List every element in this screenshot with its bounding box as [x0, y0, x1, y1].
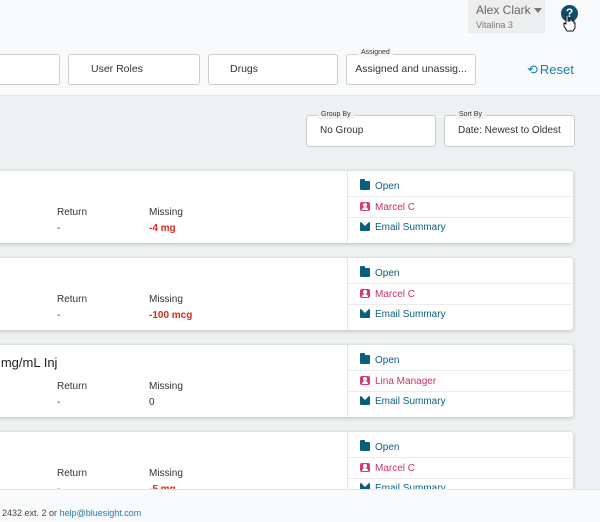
- folder-open-icon: [360, 179, 370, 190]
- pointer-cursor-icon: [563, 14, 576, 32]
- envelope-icon: [360, 309, 370, 318]
- divider: [348, 478, 574, 479]
- filter-assigned-label: Assigned: [358, 49, 393, 57]
- open-link[interactable]: Open: [360, 440, 400, 453]
- return-value: -: [57, 397, 61, 408]
- filter-drugs[interactable]: Drugs: [208, 54, 338, 85]
- sort-by-label: Sort By: [456, 111, 485, 119]
- divider: [348, 370, 574, 371]
- support-email-link[interactable]: help@bluesight.com: [59, 508, 142, 518]
- assignee-name: Lina Manager: [375, 376, 437, 387]
- assignee-link[interactable]: Marcel C: [360, 202, 415, 213]
- divider: [348, 217, 574, 218]
- user-subtitle: Vitalina 3: [476, 20, 513, 30]
- open-link[interactable]: Open: [360, 353, 400, 366]
- folder-open-icon: [360, 353, 370, 364]
- help-icon[interactable]: ?: [561, 5, 578, 22]
- assignee-link[interactable]: Lina Manager: [360, 376, 436, 387]
- open-link[interactable]: Open: [360, 179, 400, 192]
- email-summary-link[interactable]: Email Summary: [360, 309, 446, 320]
- email-summary-label: Email Summary: [375, 309, 446, 320]
- group-by-select[interactable]: No Group: [306, 115, 436, 147]
- envelope-icon: [360, 396, 370, 405]
- caret-down-icon: [533, 8, 542, 14]
- user-menu[interactable]: Alex Clark Vitalina 3: [468, 0, 545, 33]
- missing-header: Missing: [149, 468, 183, 479]
- email-summary-label: Email Summary: [375, 483, 446, 494]
- filter-bar: User Roles Drugs Assigned and unassig...…: [0, 40, 600, 96]
- user-icon: [360, 289, 370, 298]
- email-summary-link[interactable]: Email Summary: [360, 396, 446, 407]
- assignee-link[interactable]: Marcel C: [360, 289, 415, 300]
- support-text: 2432 ext. 2 or help@bluesight.com: [2, 508, 141, 518]
- missing-value: -4 mg: [149, 223, 176, 234]
- user-icon: [360, 202, 370, 211]
- return-header: Return: [57, 207, 88, 218]
- assignee-link[interactable]: Marcel C: [360, 463, 415, 474]
- divider: [348, 196, 574, 197]
- open-label: Open: [375, 442, 400, 453]
- folder-open-icon: [360, 440, 370, 451]
- assignee-name: Marcel C: [375, 202, 416, 213]
- return-header: Return: [57, 381, 88, 392]
- email-summary-link[interactable]: Email Summary: [360, 483, 446, 494]
- support-phone: 2432 ext. 2 or: [2, 508, 58, 518]
- assignee-name: Marcel C: [375, 463, 416, 474]
- reset-label: Reset: [539, 62, 574, 77]
- discrepancy-card[interactable]: Return - Missing -4 mg Open Marcel C Ema…: [0, 171, 574, 243]
- reset-button[interactable]: ⟲ Reset: [527, 62, 574, 78]
- assignee-name: Marcel C: [375, 289, 416, 300]
- missing-header: Missing: [149, 207, 183, 218]
- open-link[interactable]: Open: [360, 266, 400, 279]
- card-actions: Open Lina Manager Email Summary: [347, 345, 574, 417]
- card-actions: Open Marcel C Email Summary: [347, 171, 574, 243]
- discrepancy-card[interactable]: 4 mg/mL Inj Return - Missing 0 Open Lina…: [0, 345, 574, 417]
- email-summary-label: Email Summary: [375, 396, 446, 407]
- card-title: 4 mg/mL Inj: [0, 355, 58, 370]
- discrepancy-card[interactable]: Return - Missing -100 mcg Open Marcel C …: [0, 258, 574, 330]
- return-header: Return: [57, 468, 88, 479]
- user-icon: [360, 376, 370, 385]
- envelope-icon: [360, 483, 370, 492]
- card-actions: Open Marcel C Email Summary: [347, 258, 574, 330]
- open-label: Open: [375, 181, 400, 192]
- user-name: Alex Clark: [476, 3, 531, 17]
- divider: [348, 457, 574, 458]
- group-by-label: Group By: [318, 111, 354, 119]
- return-value: -: [57, 310, 61, 321]
- return-header: Return: [57, 294, 88, 305]
- folder-open-icon: [360, 266, 370, 277]
- missing-value: -100 mcg: [149, 310, 193, 321]
- open-label: Open: [375, 268, 400, 279]
- email-summary-label: Email Summary: [375, 222, 446, 233]
- filter-user-roles[interactable]: User Roles: [68, 54, 200, 85]
- divider: [348, 283, 574, 284]
- footer: 2432 ext. 2 or help@bluesight.com: [0, 489, 600, 522]
- email-summary-link[interactable]: Email Summary: [360, 222, 446, 233]
- sort-by-select[interactable]: Date: Newest to Oldest: [444, 115, 575, 147]
- missing-header: Missing: [149, 294, 183, 305]
- top-bar: Alex Clark Vitalina 3 ?: [0, 0, 600, 40]
- filter-assigned[interactable]: Assigned and unassig...: [346, 54, 476, 85]
- missing-header: Missing: [149, 381, 183, 392]
- undo-icon: ⟲: [527, 62, 538, 77]
- envelope-icon: [360, 222, 370, 231]
- card-actions: Open Marcel C Email Summary: [347, 432, 574, 504]
- divider: [348, 304, 574, 305]
- user-icon: [360, 463, 370, 472]
- missing-value: 0: [149, 397, 155, 408]
- divider: [348, 391, 574, 392]
- open-label: Open: [375, 355, 400, 366]
- filter-partial-left[interactable]: [0, 54, 60, 85]
- return-value: -: [57, 223, 61, 234]
